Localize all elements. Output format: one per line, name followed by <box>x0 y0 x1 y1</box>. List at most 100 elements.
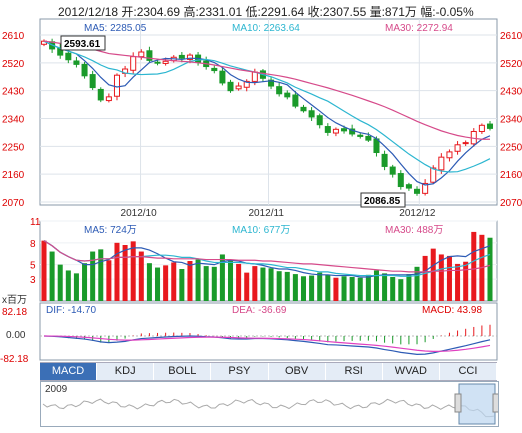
volume-bar <box>382 273 388 301</box>
volume-bar <box>114 242 120 301</box>
macd-tick-top: 82.18 <box>2 307 27 318</box>
vol-tick: 11 <box>30 217 41 228</box>
candle <box>81 63 88 77</box>
candle <box>65 52 72 61</box>
y-tick-right: 2610 <box>500 31 522 42</box>
tab-wvad[interactable]: WVAD <box>383 363 440 380</box>
volume-bar <box>471 231 477 301</box>
volume-bar <box>236 263 242 301</box>
tab-psy[interactable]: PSY <box>211 363 269 380</box>
range-navigator[interactable]: 2009 <box>40 381 499 427</box>
y-tick-right: 2520 <box>500 59 522 70</box>
volume-bar <box>179 269 185 301</box>
axis-labels: 2610 2610 2520 2520 2430 2430 2340 2340 2250 2250… <box>2 31 522 286</box>
navigator-left-handle[interactable] <box>454 393 462 413</box>
candle <box>235 85 242 90</box>
candle <box>454 144 461 152</box>
candle <box>73 60 80 65</box>
candle <box>414 188 421 194</box>
tab-rsi[interactable]: RSI <box>326 363 383 380</box>
candle <box>446 151 453 159</box>
candle <box>405 184 412 189</box>
volume-unit: x百万 <box>2 294 27 306</box>
vol-tick: 8 <box>30 239 36 250</box>
dea-label: DEA: -36.69 <box>232 305 287 316</box>
navigator-right-handle[interactable] <box>492 393 498 413</box>
volume-bar <box>292 274 298 301</box>
volume-bar <box>430 248 436 301</box>
candle <box>292 94 299 107</box>
low-marker-box <box>360 192 406 208</box>
candle <box>365 135 372 141</box>
candle <box>478 124 485 132</box>
y-tick-right: 2070 <box>500 198 522 209</box>
volume-bar <box>455 263 461 301</box>
volume-bar <box>187 261 193 301</box>
vol-ma10-label: MA10: 677万 <box>232 225 290 236</box>
vol-ma30-line <box>43 240 491 273</box>
volume-bar <box>365 274 371 301</box>
navigator-window[interactable] <box>458 383 496 425</box>
volume-bar <box>317 272 323 301</box>
vol-ma5-label: MA5: 724万 <box>84 225 137 236</box>
volume-bar <box>203 266 209 301</box>
candle <box>389 166 396 175</box>
volume-bar <box>244 272 250 301</box>
y-tick-right: 2160 <box>500 170 522 181</box>
dif-label: DIF: -14.70 <box>46 305 96 316</box>
low-marker: 2086.85 <box>364 196 401 207</box>
x-tick: 2012/12 <box>399 208 436 219</box>
vol-ma5-line <box>43 240 491 278</box>
volume-bar <box>487 237 493 301</box>
y-tick-left: 2430 <box>2 87 25 98</box>
volume-bar <box>325 274 331 301</box>
candle <box>178 54 185 59</box>
volume-bar <box>211 266 217 301</box>
ma-lines <box>43 40 491 186</box>
y-tick-right: 2250 <box>500 142 522 153</box>
volume-bar <box>260 267 266 301</box>
navigator-year: 2009 <box>45 384 68 395</box>
volume-bar <box>227 260 234 301</box>
y-tick-left: 2340 <box>2 115 25 126</box>
y-tick-right: 2340 <box>500 115 522 126</box>
tab-boll[interactable]: BOLL <box>154 363 212 380</box>
volume-bar <box>398 279 404 301</box>
tab-macd[interactable]: MACD <box>40 363 98 380</box>
candle <box>341 128 348 132</box>
volume-bar <box>357 277 363 301</box>
candle <box>308 110 315 118</box>
volume-bar <box>219 254 225 301</box>
volume-bar <box>438 254 444 301</box>
candle <box>138 51 145 58</box>
volume-bar <box>73 273 79 301</box>
tab-obv[interactable]: OBV <box>269 363 326 380</box>
candle <box>430 167 437 183</box>
candle <box>130 56 137 71</box>
tab-kdj[interactable]: KDJ <box>97 363 155 380</box>
high-marker-box <box>60 35 106 51</box>
high-marker: 2593.61 <box>64 39 101 50</box>
volume-bar <box>82 263 88 301</box>
volume-bar <box>252 266 258 301</box>
candle-group <box>40 38 494 196</box>
volume-bar <box>57 264 63 301</box>
navigator-overview <box>42 383 498 425</box>
candle <box>462 142 469 145</box>
candle <box>357 134 364 137</box>
candle <box>316 115 323 126</box>
price-ma30-line <box>43 40 490 140</box>
volume-bar <box>90 251 96 301</box>
volume-bar <box>300 276 307 301</box>
volume-bar <box>284 271 290 301</box>
ma10-label: MA10: 2263.64 <box>232 23 300 34</box>
price-ma10-line <box>43 40 491 173</box>
volume-bar <box>309 275 315 301</box>
volume-bar <box>155 267 161 301</box>
volume-bar <box>163 265 169 301</box>
candle <box>276 86 283 95</box>
volume-bar <box>146 263 152 301</box>
vol-tick: 5 <box>30 261 36 272</box>
x-tick: 2012/10 <box>121 208 158 219</box>
tab-cci[interactable]: CCI <box>440 363 497 380</box>
